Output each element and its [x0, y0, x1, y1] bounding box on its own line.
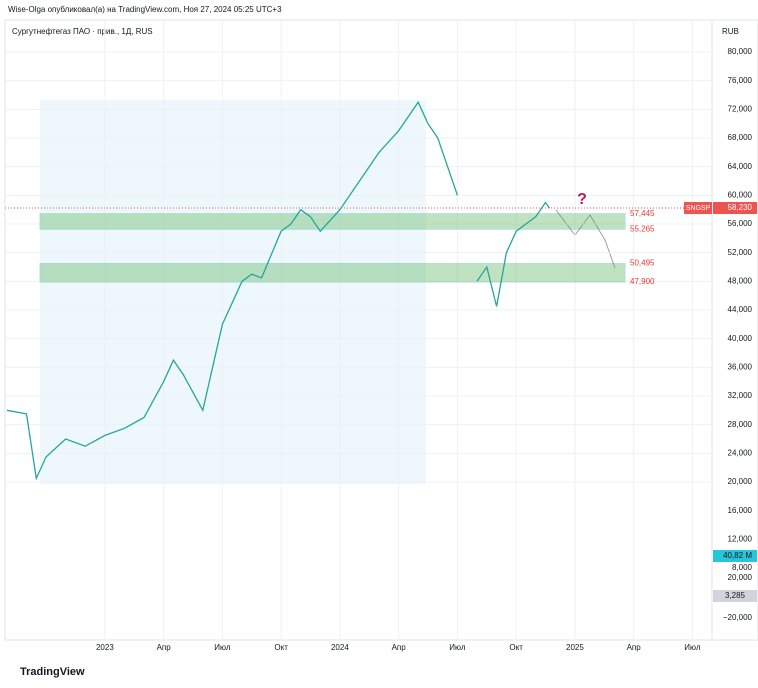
y-tick-label: 56,000: [728, 219, 753, 228]
x-tick-label: Июл: [684, 643, 701, 652]
level-label: 50,495: [630, 259, 655, 268]
x-tick-label: Июл: [449, 643, 466, 652]
y-tick-label: 40,000: [728, 334, 753, 343]
volume-badge: [713, 550, 757, 562]
x-tick-label: Апр: [392, 643, 407, 652]
y-tick-label: 28,000: [728, 420, 753, 429]
y-tick-label: 52,000: [728, 248, 753, 257]
forecast-path: [555, 209, 616, 269]
level-label: 55,265: [630, 224, 655, 233]
y-tick-label: 64,000: [728, 162, 753, 171]
y-tick-label: 76,000: [728, 76, 753, 85]
price-line: [476, 201, 550, 307]
y-tick-label: 72,000: [728, 104, 753, 113]
x-tick-label: 2024: [331, 643, 349, 652]
zone: [39, 213, 626, 230]
y-tick-label: 80,000: [728, 47, 753, 56]
y-tick-label: 32,000: [728, 391, 753, 400]
volume-tick-label: 8,000: [732, 563, 753, 572]
volume-tick-label: 16,000: [728, 506, 753, 515]
price-badge: [713, 202, 757, 215]
x-tick-label: Апр: [627, 643, 642, 652]
y-tick-label: 60,000: [728, 190, 753, 199]
price-line: [6, 100, 459, 481]
level-label: 57,445: [630, 209, 655, 218]
chart-title: Сургутнефтегаз ПАО · прив., 1Д, RUS: [12, 27, 153, 36]
symbol-badge: [684, 202, 712, 215]
oscillator-tick-label: −20,000: [723, 613, 753, 622]
level-label: 47,900: [630, 277, 655, 286]
footer-logo: TradingView: [20, 666, 85, 678]
x-tick-label: Апр: [157, 643, 172, 652]
y-tick-label: 68,000: [728, 133, 753, 142]
y-tick-label: 20,000: [728, 477, 753, 486]
volume-label: 40,82 M: [723, 551, 752, 560]
header: Wise-Olga опубликовал(а) на TradingView.…: [8, 5, 282, 14]
zone: [39, 262, 626, 283]
annotation: ?: [577, 191, 587, 208]
profile-area: [40, 100, 426, 484]
y-tick-label: 36,000: [728, 362, 753, 371]
x-tick-label: Окт: [509, 643, 523, 652]
last-price-label: 58,230: [728, 203, 753, 212]
x-tick-label: Июл: [214, 643, 231, 652]
y-tick-label: 24,000: [728, 448, 753, 457]
frame: [4, 19, 758, 641]
oscillator-tick-label: 20,000: [728, 573, 753, 582]
symbol: SNGSP: [686, 205, 711, 212]
y-tick-label: 44,000: [728, 305, 753, 314]
volume-tick-label: 12,000: [728, 535, 753, 544]
y-tick-label: 48,000: [728, 276, 753, 285]
oscillator-label: 3,285: [725, 591, 746, 600]
currency: RUB: [722, 27, 739, 36]
x-tick-label: 2025: [566, 643, 584, 652]
x-tick-label: 2023: [96, 643, 114, 652]
oscillator-badge: [713, 590, 757, 602]
x-tick-label: Окт: [274, 643, 288, 652]
